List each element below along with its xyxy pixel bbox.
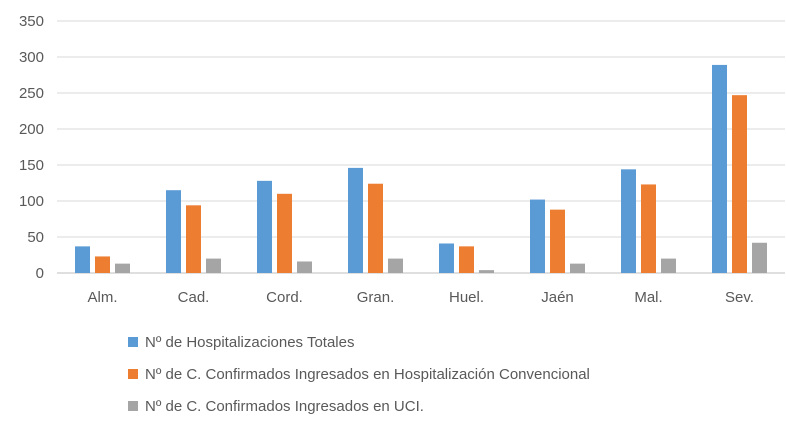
x-category-label: Alm.: [88, 289, 118, 306]
bar-alm-series-3: [115, 263, 130, 273]
legend-label-series-2: Nº de C. Confirmados Ingresados en Hospi…: [145, 365, 590, 383]
bar-mal-series-2: [641, 184, 656, 273]
bar-alm-series-1: [75, 246, 90, 273]
y-tick-label: 150: [19, 157, 44, 174]
bar-huel-series-1: [439, 243, 454, 273]
bar-cad-series-3: [206, 258, 221, 273]
bar-jan-series-1: [530, 199, 545, 273]
bar-jan-series-2: [550, 209, 565, 273]
legend-swatch-series-1: [128, 337, 138, 347]
y-tick-label: 200: [19, 121, 44, 138]
bar-sev-series-3: [752, 242, 767, 273]
x-category-label: Cord.: [266, 289, 303, 306]
y-tick-label: 50: [27, 229, 44, 246]
y-tick-label: 300: [19, 49, 44, 66]
bar-sev-series-2: [732, 95, 747, 273]
legend-item-series-1: Nº de Hospitalizaciones Totales: [128, 326, 590, 358]
bar-cad-series-1: [166, 190, 181, 273]
x-category-label: Mal.: [634, 289, 662, 306]
bar-huel-series-2: [459, 246, 474, 273]
legend: Nº de Hospitalizaciones Totales Nº de C.…: [128, 326, 590, 422]
bar-cad-series-2: [186, 205, 201, 273]
bar-cord-series-2: [277, 193, 292, 273]
x-category-label: Gran.: [357, 289, 395, 306]
y-axis: 0 50 100 150 200 250 300 350: [19, 13, 44, 282]
x-category-label: Sev.: [725, 289, 754, 306]
bar-cord-series-1: [257, 180, 272, 273]
x-category-label: Huel.: [449, 289, 484, 306]
bar-mal-series-1: [621, 169, 636, 273]
bar-gran-series-2: [368, 183, 383, 273]
y-tick-label: 0: [36, 265, 44, 282]
x-category-label: Cad.: [178, 289, 210, 306]
legend-label-series-1: Nº de Hospitalizaciones Totales: [145, 333, 355, 351]
legend-item-series-2: Nº de C. Confirmados Ingresados en Hospi…: [128, 358, 590, 390]
bar-huel-series-3: [479, 270, 494, 273]
legend-label-series-3: Nº de C. Confirmados Ingresados en UCI.: [145, 397, 424, 415]
bars: [75, 64, 767, 273]
bar-sev-series-1: [712, 64, 727, 273]
y-tick-label: 250: [19, 85, 44, 102]
legend-swatch-series-2: [128, 369, 138, 379]
legend-swatch-series-3: [128, 401, 138, 411]
bar-alm-series-2: [95, 256, 110, 273]
bar-mal-series-3: [661, 258, 676, 273]
bar-gran-series-3: [388, 258, 403, 273]
bar-gran-series-1: [348, 167, 363, 273]
bar-cord-series-3: [297, 261, 312, 273]
x-category-label: Jaén: [541, 289, 574, 306]
bar-jan-series-3: [570, 263, 585, 273]
y-tick-label: 350: [19, 13, 44, 30]
legend-item-series-3: Nº de C. Confirmados Ingresados en UCI.: [128, 390, 590, 422]
x-axis: Alm. Cad. Cord. Gran. Huel. Jaén Mal. Sev.: [88, 289, 754, 306]
y-tick-label: 100: [19, 193, 44, 210]
